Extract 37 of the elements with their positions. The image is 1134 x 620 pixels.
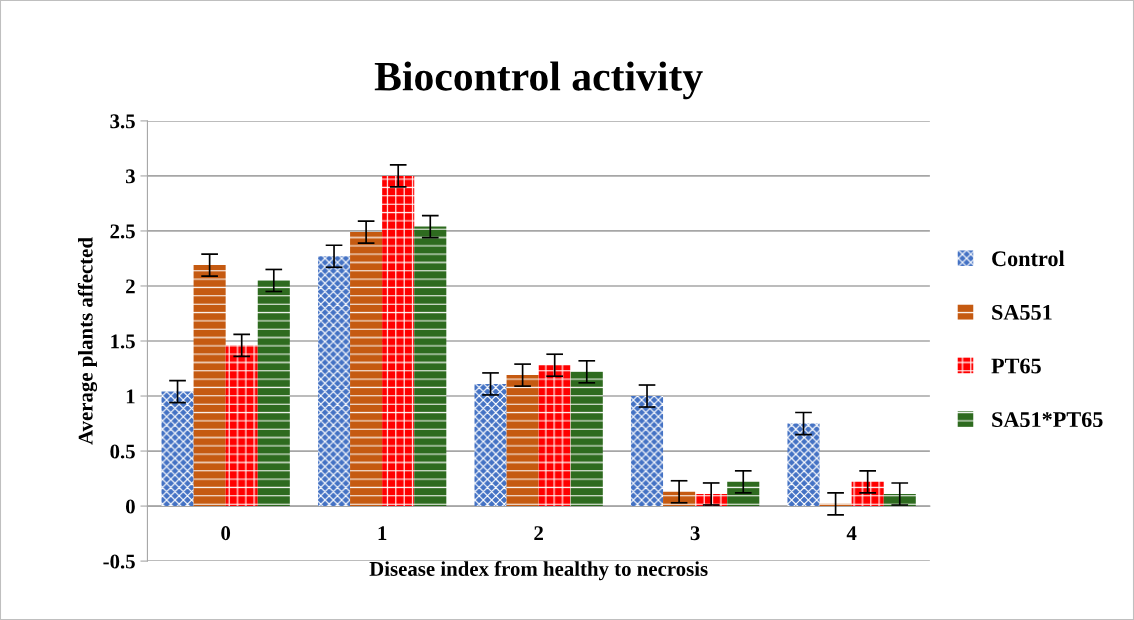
bar bbox=[474, 383, 507, 507]
bar bbox=[538, 365, 571, 507]
y-tick-label: -0.5 bbox=[103, 554, 135, 569]
y-axis-title: Average plants affected bbox=[77, 237, 98, 445]
x-tick-label: 2 bbox=[534, 526, 543, 540]
legend-label: Control bbox=[992, 250, 1065, 267]
x-tick-label: 1 bbox=[378, 526, 387, 540]
bar bbox=[727, 481, 760, 507]
bar bbox=[350, 232, 383, 507]
y-tick-label: 3.5 bbox=[110, 114, 135, 129]
y-tick-label: 2.5 bbox=[110, 224, 135, 239]
legend-label: SA51*PT65 bbox=[992, 412, 1103, 428]
bar bbox=[382, 175, 415, 507]
bar bbox=[570, 371, 603, 507]
x-tick-label: 3 bbox=[690, 526, 700, 541]
bar bbox=[318, 256, 351, 507]
y-tick-label: 1 bbox=[126, 389, 135, 404]
bar bbox=[506, 375, 539, 507]
bar bbox=[257, 280, 290, 507]
y-tick-label: 1.5 bbox=[111, 334, 135, 349]
bar bbox=[161, 391, 194, 507]
bar bbox=[414, 226, 447, 507]
y-tick-label: 3 bbox=[125, 169, 135, 184]
bar bbox=[225, 345, 258, 507]
x-axis-title: Disease index from healthy to necrosis bbox=[369, 561, 708, 581]
y-tick-label: 2 bbox=[126, 279, 135, 294]
y-tick-label: 0.5 bbox=[110, 444, 135, 459]
bar bbox=[851, 481, 884, 507]
y-tick-label: 0 bbox=[125, 499, 135, 514]
bar bbox=[193, 265, 226, 507]
x-tick-label: 4 bbox=[846, 526, 857, 540]
legend-label: SA551 bbox=[992, 304, 1052, 320]
chart-title: Biocontrol activity bbox=[374, 61, 703, 100]
bar bbox=[787, 423, 820, 507]
legend-label: PT65 bbox=[991, 358, 1041, 374]
x-tick-label: 0 bbox=[221, 526, 231, 541]
bar bbox=[630, 396, 664, 507]
